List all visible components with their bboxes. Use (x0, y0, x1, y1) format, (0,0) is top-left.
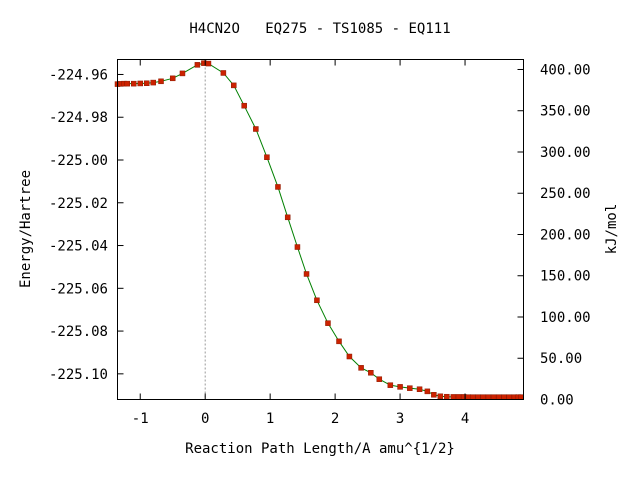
x-tick-label: 1 (266, 411, 274, 427)
data-point (475, 394, 481, 400)
data-point (314, 297, 320, 304)
data-point (137, 80, 143, 87)
data-point (124, 80, 130, 87)
data-point (231, 82, 237, 89)
data-point (431, 392, 437, 398)
data-point (485, 394, 492, 400)
data-point (220, 70, 227, 76)
data-point (275, 184, 281, 190)
x-tick-label: 3 (396, 411, 404, 427)
data-point (294, 244, 301, 250)
series-line (117, 62, 521, 398)
y-tick-label: -225.08 (49, 324, 108, 340)
data-point (424, 388, 431, 395)
y2-tick-label: 350.00 (540, 104, 591, 120)
data-point (179, 70, 186, 77)
y-tick-label: -225.06 (49, 281, 108, 297)
axes: -1 0 1 2 3 4 -224.96 -224.98 -225.00 -225.02 -225.… (49, 59, 591, 427)
y-tick-label: -225.02 (49, 196, 108, 212)
x-tick-label: -1 (132, 411, 149, 427)
data-point (397, 384, 403, 390)
data-point (437, 393, 444, 400)
y2-tick-label: 150.00 (540, 269, 591, 285)
data-point (303, 271, 310, 277)
data-point (496, 394, 502, 400)
data-point (169, 75, 176, 82)
data-point (407, 385, 413, 391)
plot-area (114, 59, 524, 400)
y-axis-label: Energy/Hartree (18, 170, 34, 288)
y-tick-label: -225.10 (49, 367, 108, 383)
y2-tick-label: 250.00 (540, 186, 591, 202)
data-point (241, 102, 247, 109)
x-tick-label: 2 (331, 411, 339, 427)
y2-tick-label: 200.00 (540, 227, 591, 243)
data-point (346, 353, 353, 360)
data-point (501, 394, 507, 400)
chart-title: H4CN2O EQ275 - TS1085 - EQ111 (189, 21, 450, 37)
data-point (336, 338, 342, 345)
data-point (416, 386, 423, 392)
data-point (518, 394, 524, 400)
data-point (253, 126, 259, 132)
data-point (387, 382, 394, 388)
y-tick-label: -225.04 (49, 239, 108, 255)
data-point (490, 394, 497, 400)
data-point (130, 80, 137, 87)
data-point (358, 365, 364, 371)
data-point (150, 79, 156, 86)
y-tick-label: -224.96 (49, 67, 108, 83)
data-point (194, 62, 201, 68)
data-point (143, 80, 150, 86)
y-tick-label: -225.00 (49, 153, 108, 169)
data-point (264, 154, 270, 160)
y2-tick-label: 0.00 (540, 393, 574, 409)
data-point (450, 394, 457, 400)
data-point (368, 370, 374, 376)
y2-axis-label: kJ/mol (604, 204, 620, 255)
data-point (455, 394, 462, 400)
data-point (465, 394, 472, 400)
data-point (325, 320, 331, 326)
data-point (158, 78, 164, 85)
data-point (480, 394, 486, 400)
x-tick-label: 0 (201, 411, 209, 427)
data-point (444, 393, 450, 400)
y-tick-label: -224.98 (49, 110, 108, 126)
data-point (470, 394, 476, 400)
y2-tick-label: 300.00 (540, 145, 591, 161)
y2-tick-label: 100.00 (540, 310, 591, 326)
y2-tick-label: 400.00 (540, 62, 591, 78)
x-axis-label: Reaction Path Length/A amu^{1/2} (185, 441, 455, 457)
data-point (205, 60, 212, 67)
data-point (376, 376, 383, 382)
data-point (284, 214, 291, 221)
data-point (506, 394, 512, 400)
plot-frame (117, 59, 524, 400)
x-tick-label: 4 (461, 411, 469, 427)
y2-tick-label: 50.00 (540, 351, 582, 367)
